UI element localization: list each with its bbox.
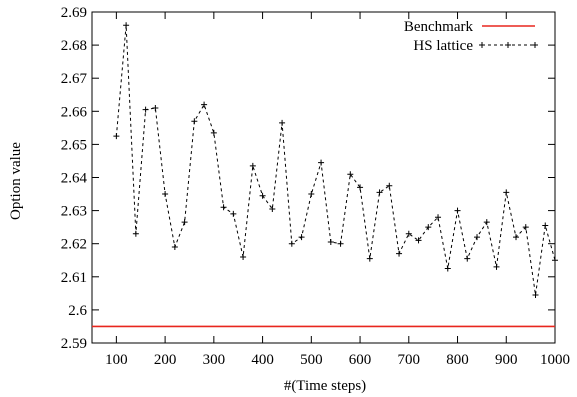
data-point <box>269 205 276 212</box>
data-point <box>220 204 227 211</box>
data-point <box>171 244 178 251</box>
y-tick-label: 2.67 <box>61 71 88 87</box>
y-tick-label: 2.6 <box>68 303 87 319</box>
x-tick-label: 100 <box>105 352 128 368</box>
data-point <box>376 189 383 196</box>
data-point <box>142 106 149 113</box>
y-tick-label: 2.68 <box>61 38 87 54</box>
y-tick-label: 2.61 <box>61 270 87 286</box>
data-point <box>347 171 354 178</box>
data-point <box>464 255 471 262</box>
y-tick-label: 2.66 <box>61 104 88 120</box>
legend-marker-point <box>479 42 485 48</box>
x-tick-label: 400 <box>251 352 274 368</box>
y-tick-label: 2.69 <box>61 5 87 21</box>
x-axis-label: #(Time steps) <box>284 378 366 394</box>
data-point <box>240 253 247 260</box>
legend-marker-point <box>505 42 511 48</box>
data-point <box>415 237 422 244</box>
plot-layer: 2.59 2.6 2.61 2.62 2.63 2.64 2.65 2.66 2.67 2.68 2… <box>61 5 570 368</box>
data-point <box>513 234 520 241</box>
y-tick-label: 2.59 <box>61 336 87 352</box>
data-point <box>230 210 237 217</box>
data-point <box>552 257 558 264</box>
data-point <box>181 219 188 226</box>
data-point <box>493 263 500 270</box>
y-tick-label: 2.65 <box>61 137 87 153</box>
data-point <box>210 129 217 136</box>
data-point <box>288 240 295 247</box>
data-point <box>425 224 432 231</box>
x-tick-label: 300 <box>203 352 226 368</box>
legend: Benchmark HS lattice <box>404 19 538 54</box>
data-point <box>435 214 442 221</box>
x-tick-label: 1000 <box>540 352 570 368</box>
data-point <box>532 292 539 299</box>
x-tick-label: 600 <box>349 352 372 368</box>
data-point <box>191 118 198 125</box>
x-tick-label: 200 <box>154 352 177 368</box>
data-point <box>357 184 364 191</box>
data-point <box>522 224 529 231</box>
data-point <box>327 239 334 246</box>
legend-marker-point <box>532 42 538 48</box>
data-point <box>483 219 490 226</box>
x-tick-label: 900 <box>495 352 518 368</box>
legend-label-hs-lattice: HS lattice <box>413 38 473 54</box>
data-point <box>318 159 325 166</box>
legend-marker-hs-lattice <box>479 42 538 48</box>
x-tick-label: 500 <box>300 352 323 368</box>
x-tick-label: 800 <box>446 352 469 368</box>
data-point <box>298 234 305 241</box>
data-point <box>201 101 208 108</box>
plot-frame <box>91 11 556 344</box>
x-tick-label: 700 <box>398 352 421 368</box>
data-point <box>444 265 451 272</box>
data-point <box>454 207 461 214</box>
data-point <box>542 222 549 229</box>
data-point <box>308 191 315 198</box>
y-tick-label: 2.63 <box>61 204 87 220</box>
data-point <box>123 22 130 29</box>
data-point <box>386 182 393 189</box>
data-point <box>396 250 403 257</box>
data-point <box>113 133 120 140</box>
data-point <box>503 189 510 196</box>
data-point <box>152 104 159 111</box>
data-point <box>366 255 373 262</box>
data-point <box>249 162 256 169</box>
data-point <box>474 234 481 241</box>
series-line-hs-lattice <box>115 25 556 296</box>
data-point <box>405 230 412 237</box>
y-tick-label: 2.62 <box>61 237 87 253</box>
y-axis-label: Option value <box>8 142 24 220</box>
data-point <box>279 119 286 126</box>
data-point <box>337 240 344 247</box>
legend-label-benchmark: Benchmark <box>404 19 474 35</box>
data-point <box>132 230 139 237</box>
data-point <box>162 191 169 198</box>
data-point <box>259 192 266 199</box>
y-tick-label: 2.64 <box>61 171 88 187</box>
